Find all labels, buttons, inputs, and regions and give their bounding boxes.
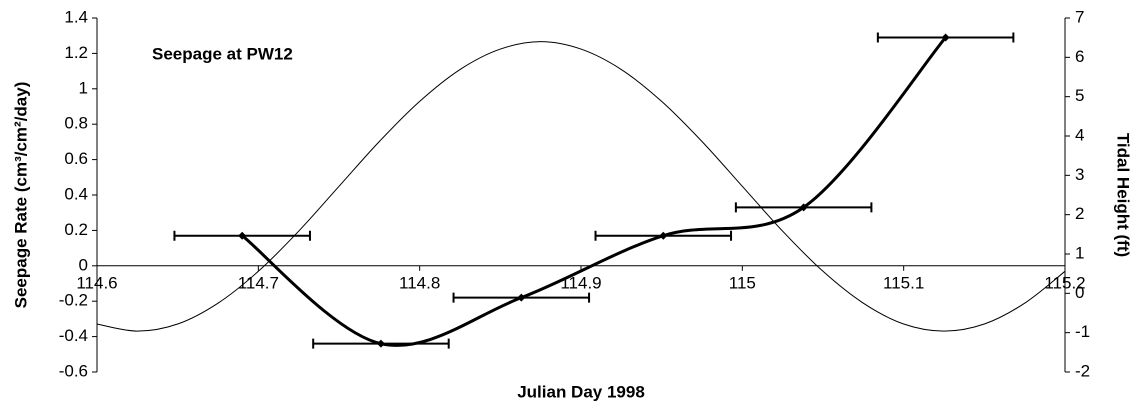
x-tick-label: 115 <box>729 273 756 292</box>
series-line <box>96 41 1066 332</box>
x-tick-label: 114.7 <box>238 273 279 292</box>
y2-tick-label: -2 <box>1075 361 1090 380</box>
y2-tick-label: 4 <box>1075 125 1084 144</box>
y2-tick-label: 5 <box>1075 86 1084 105</box>
point <box>238 231 247 240</box>
point <box>799 203 808 212</box>
series-line <box>241 36 947 347</box>
chart-title: Seepage at PW12 <box>152 44 293 63</box>
y-tick-label: 1.2 <box>64 43 88 62</box>
y-tick-label: 1.4 <box>64 7 88 26</box>
y-tick-label: 0 <box>79 255 88 274</box>
x-axis-label: Julian Day 1998 <box>517 382 645 401</box>
x-tick-label: 114.8 <box>399 273 440 292</box>
point <box>517 293 526 302</box>
y-tick-label: -0.4 <box>59 326 88 345</box>
x-tick-label: 114.6 <box>76 273 117 292</box>
point <box>659 231 668 240</box>
y2-tick-label: 1 <box>1075 243 1084 262</box>
y-tick-label: 1 <box>79 78 88 97</box>
y-tick-label: 0.4 <box>64 184 88 203</box>
y-tick-label: -0.6 <box>59 361 88 380</box>
y2-tick-label: 7 <box>1075 7 1084 26</box>
y2-tick-label: 0 <box>1075 283 1084 302</box>
y-tick-label: 0.2 <box>64 220 88 239</box>
y2-tick-label: 3 <box>1075 165 1084 184</box>
y2-tick-label: 2 <box>1075 204 1084 223</box>
y-axis-label: Seepage Rate (cm³/cm²/day) <box>11 82 30 309</box>
y2-tick-label: -1 <box>1075 322 1090 341</box>
x-tick-label: 114.9 <box>560 273 601 292</box>
y2-axis-label: Tidal Height (ft) <box>1114 133 1133 257</box>
y-tick-label: 0.6 <box>64 149 88 168</box>
x-tick-label: 115.2 <box>1044 273 1085 292</box>
y2-tick-label: 6 <box>1075 47 1084 66</box>
y-tick-label: 0.8 <box>64 114 88 133</box>
x-tick-label: 115.1 <box>883 273 924 292</box>
point <box>376 339 385 348</box>
y-tick-label: -0.2 <box>59 291 88 310</box>
point <box>941 33 950 42</box>
